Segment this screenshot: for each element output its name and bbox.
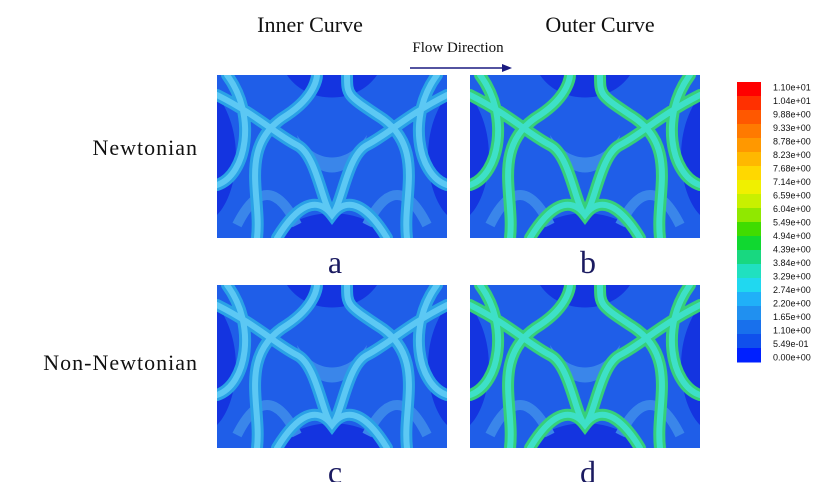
colorbar-band xyxy=(737,124,761,139)
colorbar-label: 5.49e-01 xyxy=(773,339,809,349)
colorbar-band xyxy=(737,236,761,251)
contour-panel xyxy=(470,285,700,448)
colorbar-band xyxy=(737,166,761,181)
colorbar-label: 2.74e+00 xyxy=(773,285,811,295)
colorbar-label: 7.14e+00 xyxy=(773,177,811,187)
colorbar-band xyxy=(737,208,761,223)
colorbar-label: 1.04e+01 xyxy=(773,96,811,106)
column-header: Outer Curve xyxy=(545,12,654,37)
colorbar-label: 1.10e+00 xyxy=(773,325,811,335)
panel-label: d xyxy=(580,454,596,482)
colorbar-band xyxy=(737,110,761,125)
colorbar-label: 3.84e+00 xyxy=(773,258,811,268)
colorbar-band xyxy=(737,194,761,209)
colorbar-label: 4.94e+00 xyxy=(773,231,811,241)
colorbar-band xyxy=(737,278,761,293)
colorbar-label: 3.29e+00 xyxy=(773,271,811,281)
colorbar-label: 1.10e+01 xyxy=(773,82,811,92)
colorbar-band xyxy=(737,152,761,167)
colorbar-band xyxy=(737,292,761,307)
flow-arrow xyxy=(410,64,512,72)
flow-direction-label: Flow Direction xyxy=(412,40,504,56)
colorbar-band xyxy=(737,264,761,279)
row-label: Non-Newtonian xyxy=(43,350,198,375)
colorbar-label: 6.59e+00 xyxy=(773,190,811,200)
colorbar-label: 2.20e+00 xyxy=(773,298,811,308)
row-label: Newtonian xyxy=(92,135,198,160)
colorbar: 1.10e+01 1.04e+01 9.88e+00 9.33e+00 8.78e+00… xyxy=(737,82,811,363)
colorbar-band xyxy=(737,306,761,321)
colorbar-band xyxy=(737,222,761,237)
colorbar-label: 6.04e+00 xyxy=(773,204,811,214)
colorbar-label: 9.33e+00 xyxy=(773,123,811,133)
colorbar-band xyxy=(737,250,761,265)
panel-label: b xyxy=(580,244,596,280)
colorbar-label: 4.39e+00 xyxy=(773,244,811,254)
contour-panels xyxy=(217,75,700,448)
colorbar-label: 1.65e+00 xyxy=(773,312,811,322)
colorbar-label: 0.00e+00 xyxy=(773,352,811,362)
contour-panel xyxy=(470,75,700,238)
figure: Flow Direction 1.10e+01 1.04e+01 9.88e+00 9… xyxy=(0,0,818,482)
colorbar-label: 8.78e+00 xyxy=(773,136,811,146)
colorbar-band xyxy=(737,138,761,153)
colorbar-band xyxy=(737,334,761,349)
colorbar-label: 5.49e+00 xyxy=(773,217,811,227)
colorbar-label: 8.23e+00 xyxy=(773,150,811,160)
panel-label: a xyxy=(328,244,342,280)
colorbar-band xyxy=(737,180,761,195)
colorbar-band xyxy=(737,96,761,111)
colorbar-band xyxy=(737,320,761,335)
contour-panel xyxy=(217,75,447,238)
column-header: Inner Curve xyxy=(257,12,363,37)
colorbar-label: 7.68e+00 xyxy=(773,163,811,173)
contour-panel xyxy=(217,285,447,448)
colorbar-band xyxy=(737,348,761,363)
colorbar-label: 9.88e+00 xyxy=(773,109,811,119)
colorbar-band xyxy=(737,82,761,97)
panel-label: c xyxy=(328,454,342,482)
